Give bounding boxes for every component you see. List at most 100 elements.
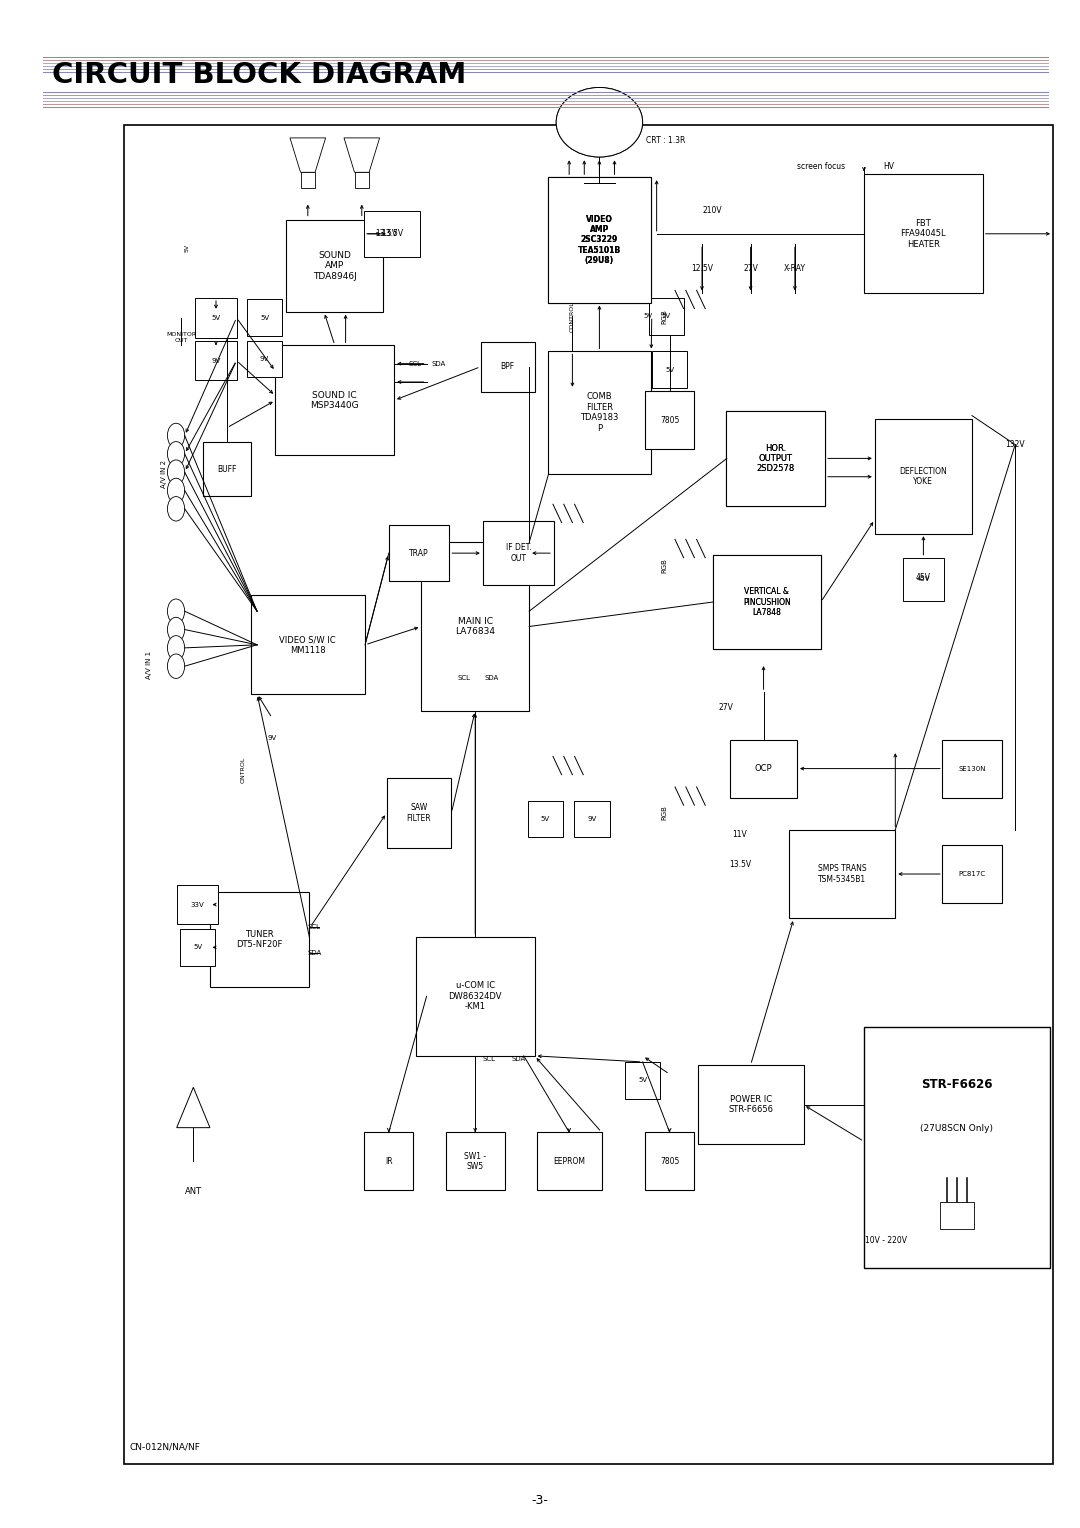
- Bar: [481, 342, 535, 391]
- Text: SDA: SDA: [511, 1056, 526, 1062]
- Bar: [364, 211, 420, 257]
- Text: BUFF: BUFF: [217, 465, 237, 474]
- Text: 13.5V: 13.5V: [729, 860, 751, 869]
- Bar: [726, 411, 825, 506]
- Text: VIDEO
AMP
2SC3229
TEA5101B
(29U8): VIDEO AMP 2SC3229 TEA5101B (29U8): [578, 214, 621, 266]
- Bar: [549, 351, 650, 474]
- Text: 27V: 27V: [743, 264, 758, 274]
- Bar: [346, 138, 767, 309]
- Bar: [549, 177, 650, 303]
- Text: SMPS TRANS
TSM-5345B1: SMPS TRANS TSM-5345B1: [818, 865, 867, 883]
- Text: ONTROL: ONTROL: [241, 756, 245, 784]
- Text: HOR.
OUTPUT
2SD2578: HOR. OUTPUT 2SD2578: [756, 443, 795, 474]
- Text: VERTICAL &
PINCUSHION
LA7848: VERTICAL & PINCUSHION LA7848: [743, 587, 791, 617]
- Bar: [730, 740, 797, 798]
- Text: RGB: RGB: [661, 805, 667, 821]
- Polygon shape: [289, 138, 326, 173]
- Bar: [942, 845, 1002, 903]
- Bar: [698, 1065, 804, 1144]
- Bar: [124, 125, 1053, 1464]
- Text: -3-: -3-: [531, 1494, 549, 1507]
- Ellipse shape: [556, 87, 643, 157]
- Text: 5V: 5V: [212, 315, 220, 321]
- Text: CN-012N/NA/NF: CN-012N/NA/NF: [130, 1442, 201, 1452]
- Bar: [537, 1132, 602, 1190]
- Text: SCL: SCL: [408, 361, 421, 367]
- Circle shape: [167, 599, 185, 623]
- Text: u-COM IC
DW86324DV
-KM1: u-COM IC DW86324DV -KM1: [448, 981, 502, 1012]
- Text: BPF: BPF: [500, 362, 515, 371]
- Text: VERTICAL &
PINCUSHION
LA7848: VERTICAL & PINCUSHION LA7848: [743, 587, 791, 617]
- Bar: [300, 173, 315, 188]
- Text: CONTROL: CONTROL: [570, 301, 575, 332]
- Text: FBT
FFA94045L
HEATER: FBT FFA94045L HEATER: [901, 219, 946, 249]
- Text: SCL: SCL: [308, 924, 321, 931]
- Text: 13.5V: 13.5V: [375, 229, 396, 238]
- Bar: [246, 299, 282, 336]
- Circle shape: [167, 478, 185, 503]
- Bar: [549, 177, 650, 303]
- Text: 45V: 45V: [916, 573, 931, 582]
- Text: DEFLECTION
YOKE: DEFLECTION YOKE: [900, 468, 947, 486]
- Text: POWER IC
STR-F6656: POWER IC STR-F6656: [728, 1096, 773, 1114]
- Bar: [421, 542, 529, 711]
- Text: (27U8SCN Only): (27U8SCN Only): [920, 1123, 994, 1132]
- Bar: [387, 778, 451, 848]
- Text: VIDEO
AMP
2SC3229
TEA5101B
(29U8): VIDEO AMP 2SC3229 TEA5101B (29U8): [578, 214, 621, 266]
- Bar: [864, 174, 983, 293]
- Text: CRT : 1.3R: CRT : 1.3R: [646, 136, 685, 145]
- Bar: [649, 298, 685, 335]
- Circle shape: [167, 460, 185, 484]
- Bar: [354, 173, 369, 188]
- Circle shape: [167, 442, 185, 466]
- Text: A/V IN 1: A/V IN 1: [146, 651, 152, 678]
- Bar: [210, 892, 309, 987]
- Bar: [195, 341, 237, 380]
- Bar: [789, 830, 895, 918]
- Text: SOUND
AMP
TDA8946J: SOUND AMP TDA8946J: [313, 251, 356, 281]
- Bar: [389, 526, 449, 582]
- Bar: [652, 351, 688, 388]
- Text: SCL: SCL: [483, 1056, 496, 1062]
- Text: 27V: 27V: [718, 703, 733, 712]
- Polygon shape: [177, 1088, 210, 1128]
- Bar: [624, 1062, 660, 1099]
- Bar: [575, 801, 610, 837]
- Text: 7805: 7805: [660, 1157, 679, 1166]
- Text: 5V: 5V: [662, 313, 671, 319]
- Bar: [364, 1132, 413, 1190]
- Text: 5V: 5V: [644, 313, 652, 319]
- Text: CIRCUIT BLOCK DIAGRAM: CIRCUIT BLOCK DIAGRAM: [52, 61, 467, 89]
- Text: screen focus: screen focus: [797, 162, 846, 171]
- Bar: [446, 1132, 504, 1190]
- Bar: [275, 345, 394, 455]
- Bar: [528, 801, 564, 837]
- Circle shape: [167, 497, 185, 521]
- Ellipse shape: [556, 87, 643, 157]
- Text: 5V: 5V: [193, 944, 202, 950]
- Bar: [177, 885, 218, 924]
- Bar: [646, 391, 694, 449]
- Text: STR-F6626: STR-F6626: [921, 1079, 993, 1091]
- Bar: [484, 521, 554, 585]
- Bar: [875, 420, 972, 535]
- Text: 7805: 7805: [660, 416, 679, 425]
- Bar: [942, 740, 1002, 798]
- Text: MAIN IC
LA76834: MAIN IC LA76834: [455, 617, 496, 636]
- Text: SCL: SCL: [458, 675, 471, 681]
- Bar: [864, 1027, 1050, 1268]
- Text: SDA: SDA: [432, 361, 446, 367]
- Bar: [903, 558, 944, 601]
- Text: MONITOR
OUT: MONITOR OUT: [166, 332, 197, 344]
- Text: TRAP: TRAP: [409, 549, 429, 558]
- Bar: [646, 1132, 694, 1190]
- Text: 5V: 5V: [260, 315, 269, 321]
- Text: 5V: 5V: [665, 367, 674, 373]
- Bar: [941, 1201, 973, 1229]
- Text: 33V: 33V: [191, 902, 204, 908]
- Text: 45V: 45V: [917, 576, 930, 582]
- Bar: [246, 341, 282, 377]
- Text: 9V: 9V: [212, 358, 220, 364]
- Bar: [713, 555, 821, 649]
- Text: 5V: 5V: [638, 1077, 647, 1083]
